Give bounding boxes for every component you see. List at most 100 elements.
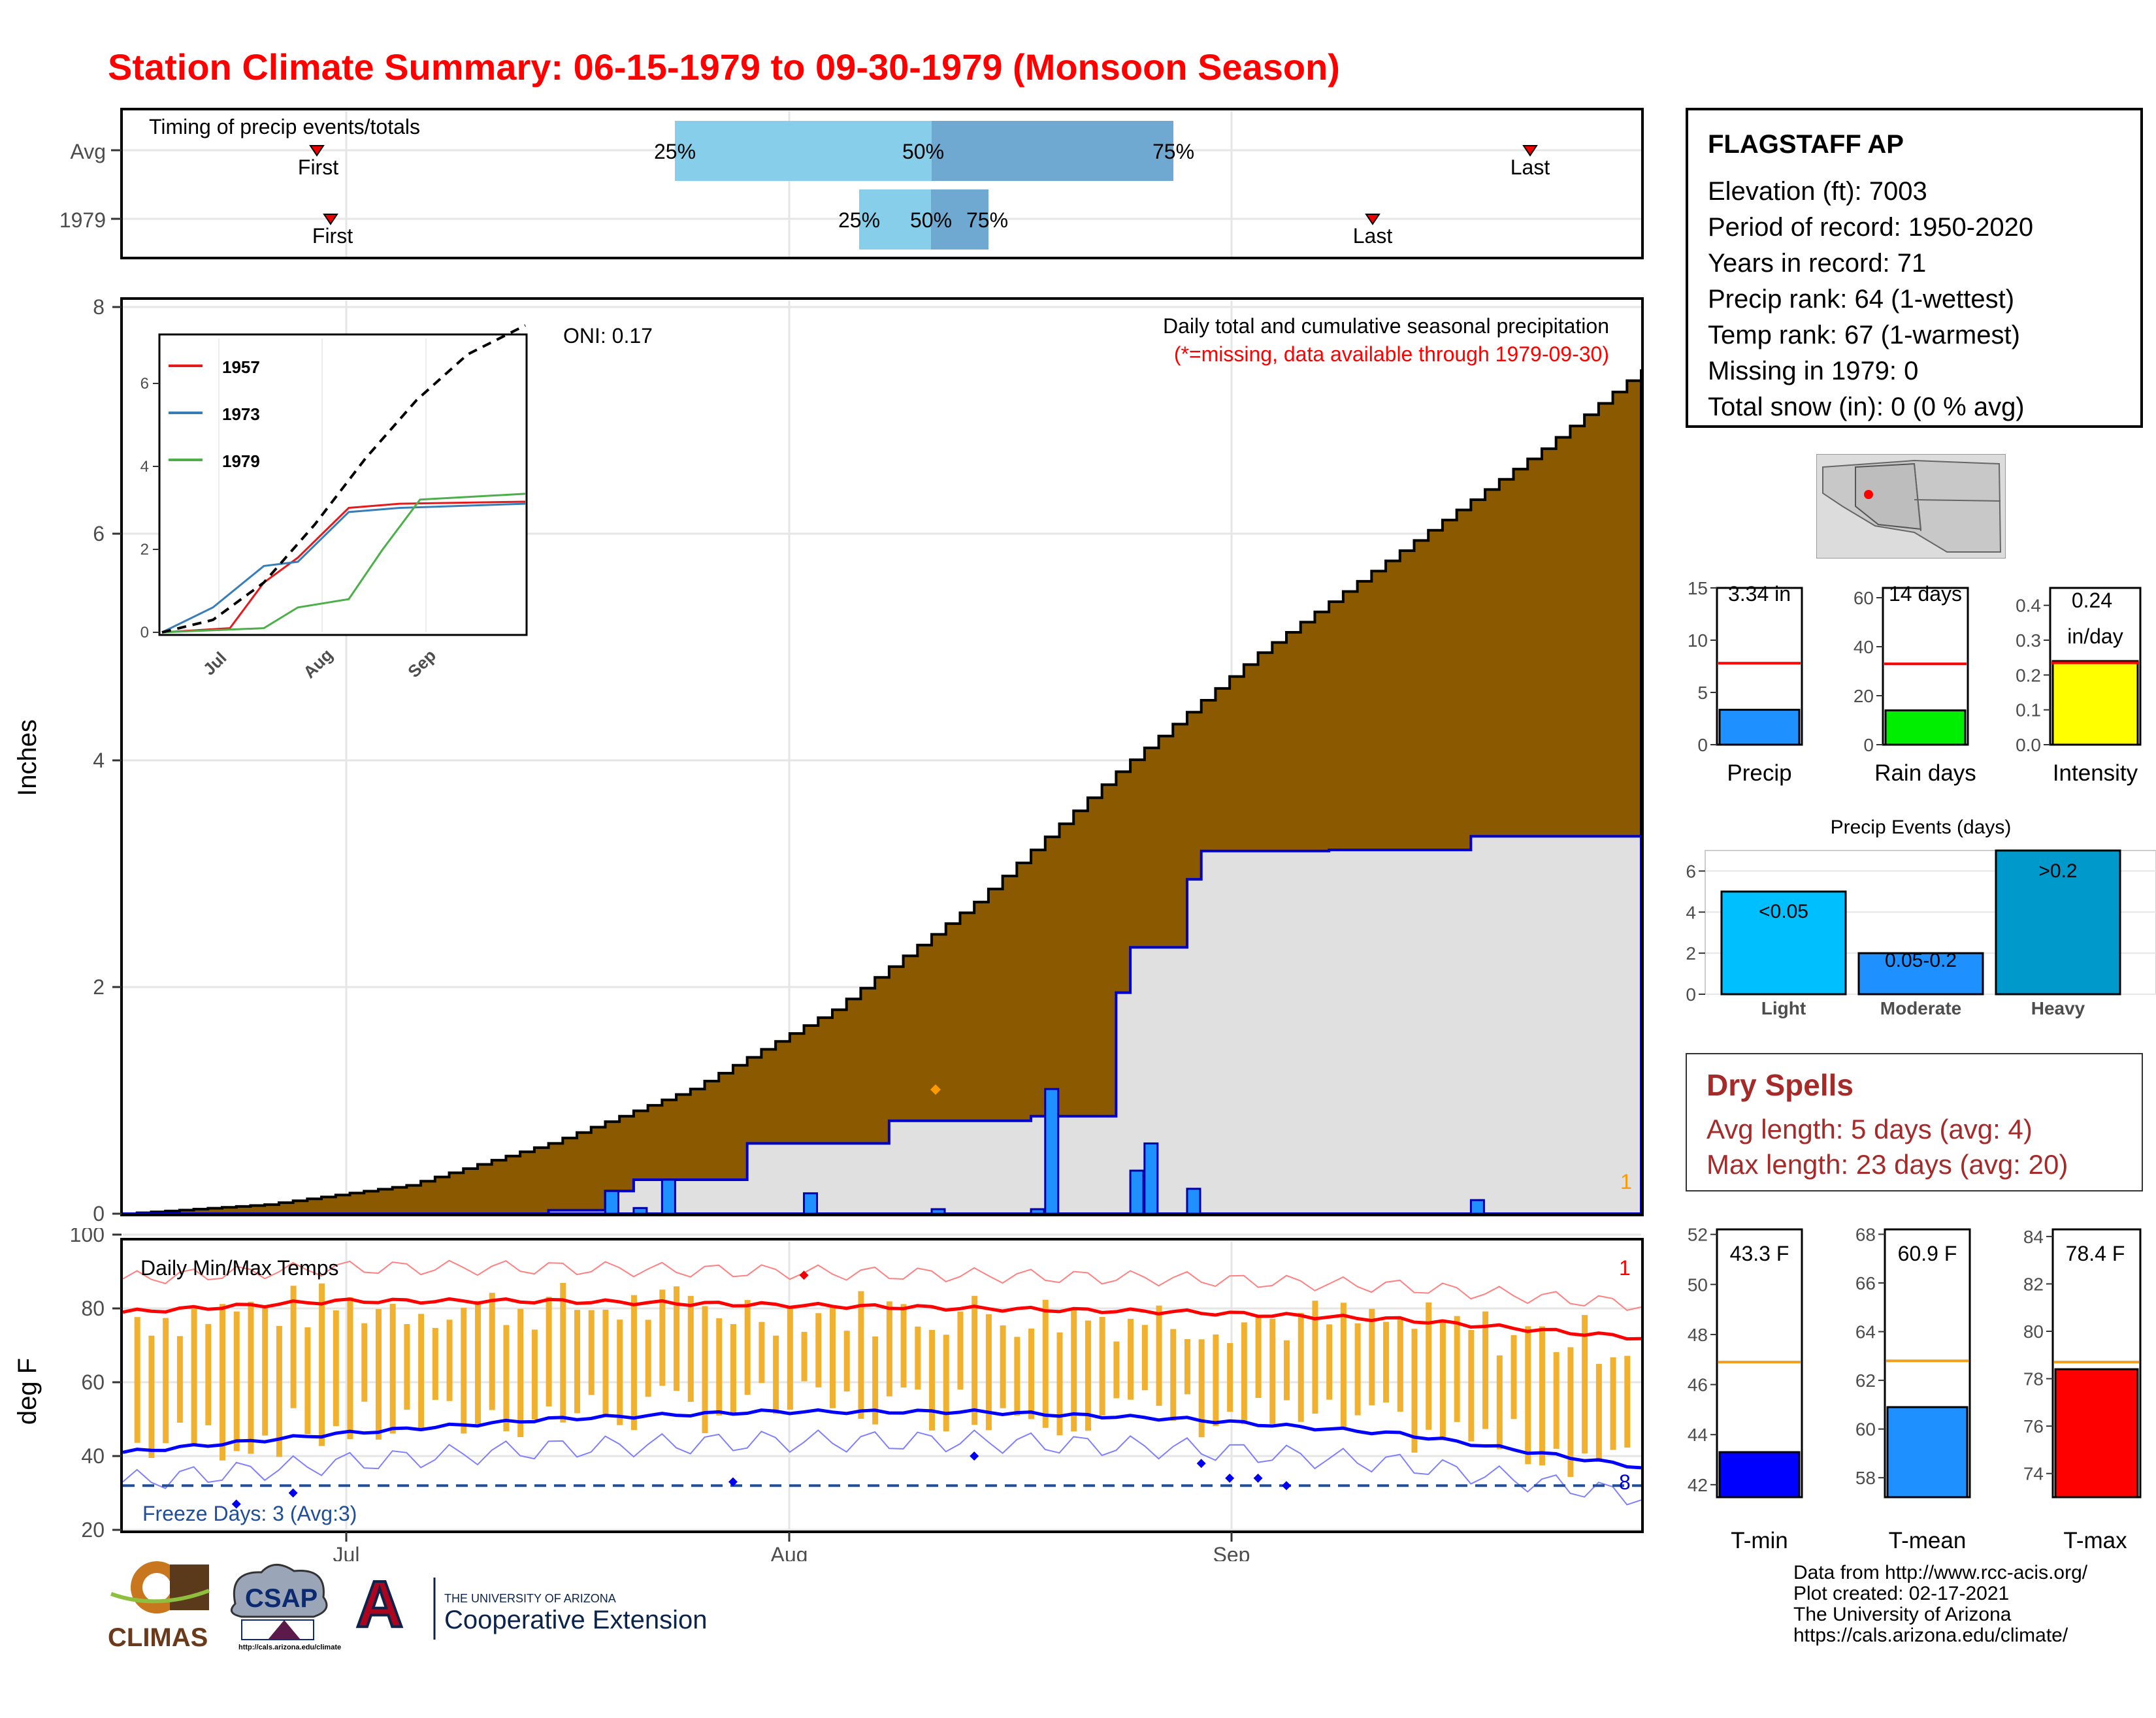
daily-temp-bar: [1056, 1332, 1063, 1436]
precip-value-label: 3.34 in: [1728, 582, 1791, 606]
daily-temp-bar: [1298, 1312, 1304, 1422]
daily-temp-bar: [1269, 1318, 1276, 1424]
tmean-label: T-mean: [1889, 1528, 1967, 1553]
daily-temp-bar: [1071, 1308, 1077, 1432]
inset-line-1957: [161, 500, 526, 634]
daily-temp-bar: [985, 1314, 992, 1431]
t-max-ytick: 82: [2023, 1274, 2044, 1294]
daily-temp-bar: [1354, 1323, 1361, 1416]
inset-line-record-wet: [161, 324, 526, 634]
tmin-label: T-min: [1731, 1528, 1788, 1553]
daily-temp-bar: [1255, 1318, 1262, 1399]
inset-tick-aug: Aug: [299, 645, 336, 682]
events-ytick-0: 0: [1686, 984, 1696, 1005]
daily-temp-bar: [489, 1293, 495, 1410]
daily-temp-bar: [1241, 1322, 1247, 1425]
daily-temp-bar: [134, 1317, 140, 1443]
t-min-ytick: 52: [1688, 1225, 1708, 1245]
daily-temp-bar: [1426, 1302, 1432, 1430]
events-label-heavy: >0.2: [2038, 860, 2077, 882]
events-label-moderate: 0.05-0.2: [1885, 950, 1957, 971]
oni-label: ONI: 0.17: [563, 324, 653, 348]
daily-temp-bar: [148, 1335, 155, 1458]
daily-temp-bar: [787, 1306, 793, 1410]
timing-chart: Timing of precip events/totals Avg 1979 …: [59, 108, 1644, 259]
intensity-value-label: 0.24: [2072, 589, 2112, 612]
t-mean-bar: [1886, 1406, 1968, 1499]
daily-temp-bar: [659, 1289, 666, 1386]
x-tick-jul: Jul: [333, 1543, 360, 1561]
events-bar-light: [1720, 890, 1847, 996]
daily-temp-bar: [773, 1335, 779, 1414]
daily-precip-bar: [604, 1190, 619, 1215]
temp-chart: 20 40 60 80 100 deg F Daily Min/Max Temps Fr…: [13, 1228, 1644, 1561]
csap-logo: CSAP http://cals.arizona.edu/climate: [230, 1564, 341, 1651]
yr-p25-p50-bar: [859, 189, 931, 250]
inset-ytick-4: 4: [140, 458, 149, 476]
temp-label: Daily Min/Max Temps: [140, 1256, 338, 1280]
daily-temp-bar: [1042, 1299, 1049, 1428]
daily-precip-bar: [1030, 1208, 1045, 1215]
dry-spells-avg: Avg length: 5 days (avg: 4): [1707, 1114, 2033, 1144]
x-tick-sep: Sep: [1213, 1543, 1250, 1561]
daily-temp-bar: [801, 1331, 808, 1382]
events-ytick-4: 4: [1686, 902, 1696, 922]
daily-temp-bar: [1312, 1301, 1318, 1414]
tmean-value-label: 60.9 F: [1898, 1242, 1957, 1265]
daily-temp-bar: [759, 1321, 765, 1384]
precip-label: Precip: [1727, 760, 1791, 786]
footer-plot-date: Plot created: 02-17-2021: [1793, 1583, 2010, 1604]
rain-days-ytick: 40: [1854, 637, 1874, 657]
daily-temp-bar: [858, 1291, 864, 1419]
yr-p50-p75-bar: [931, 189, 988, 250]
yr-p25-label: 25%: [838, 208, 880, 232]
t-max-ytick: 76: [2023, 1416, 2044, 1436]
daily-temp-bar: [1582, 1315, 1588, 1453]
station-years: Years in record: 71: [1708, 249, 1927, 278]
daily-temp-bar: [1170, 1329, 1177, 1421]
daily-temp-bar: [560, 1282, 566, 1423]
t-min-ytick: 50: [1688, 1274, 1708, 1295]
daily-temp-bar: [1595, 1363, 1602, 1462]
freeze-day-marker: [728, 1477, 738, 1487]
daily-temp-bar: [1397, 1318, 1403, 1412]
t-min-ytick: 44: [1688, 1425, 1708, 1445]
csap-text: CSAP: [245, 1584, 318, 1613]
yr-p50-label: 50%: [910, 208, 952, 232]
yr-last-label: Last: [1353, 224, 1393, 248]
csap-url: http://cals.arizona.edu/climate: [238, 1644, 341, 1651]
record-low-marker: [1196, 1459, 1206, 1468]
daily-temp-bar: [915, 1326, 921, 1390]
daily-temp-bar: [1369, 1308, 1375, 1406]
daily-temp-bar: [1340, 1303, 1347, 1429]
rain-days-ytick: 60: [1854, 588, 1874, 608]
daily-temp-bar: [1482, 1311, 1489, 1429]
daily-temp-bar: [815, 1313, 822, 1387]
temp-ytick-100: 100: [70, 1228, 105, 1246]
daily-temp-bar: [1014, 1337, 1021, 1416]
inset-legend-1957: 1957: [222, 357, 260, 377]
daily-temp-bar: [290, 1286, 297, 1408]
daily-temp-bar: [233, 1311, 240, 1451]
tmax-label: T-max: [2063, 1528, 2127, 1553]
daily-temp-bar: [957, 1311, 964, 1390]
daily-temp-bar: [176, 1336, 183, 1423]
precip-ylabel: Inches: [13, 719, 42, 796]
precip-chart: 0 2 4 6 8 Inches Daily total and cumulative …: [13, 295, 1644, 1225]
daily-temp-bar: [617, 1320, 623, 1425]
dry-spells-max: Max length: 23 days (avg: 20): [1707, 1149, 2068, 1180]
inset-tick-jul: Jul: [199, 648, 231, 679]
inset-line-1979: [161, 493, 526, 634]
inset-tick-sep: Sep: [404, 645, 440, 681]
daily-temp-bar: [1567, 1347, 1574, 1477]
freeze-day-marker: [970, 1451, 979, 1461]
events-title: Precip Events (days): [1831, 817, 2012, 838]
precip-ytick-6: 6: [93, 522, 105, 545]
daily-temp-bar: [1227, 1343, 1233, 1412]
daily-temp-bar: [546, 1297, 552, 1406]
temp-ylabel: deg F: [13, 1358, 42, 1425]
station-location-dot: [1864, 490, 1873, 499]
t-min-ytick: 42: [1688, 1475, 1708, 1495]
daily-temp-bar: [1184, 1339, 1190, 1395]
precip-ytick-8: 8: [93, 295, 105, 319]
